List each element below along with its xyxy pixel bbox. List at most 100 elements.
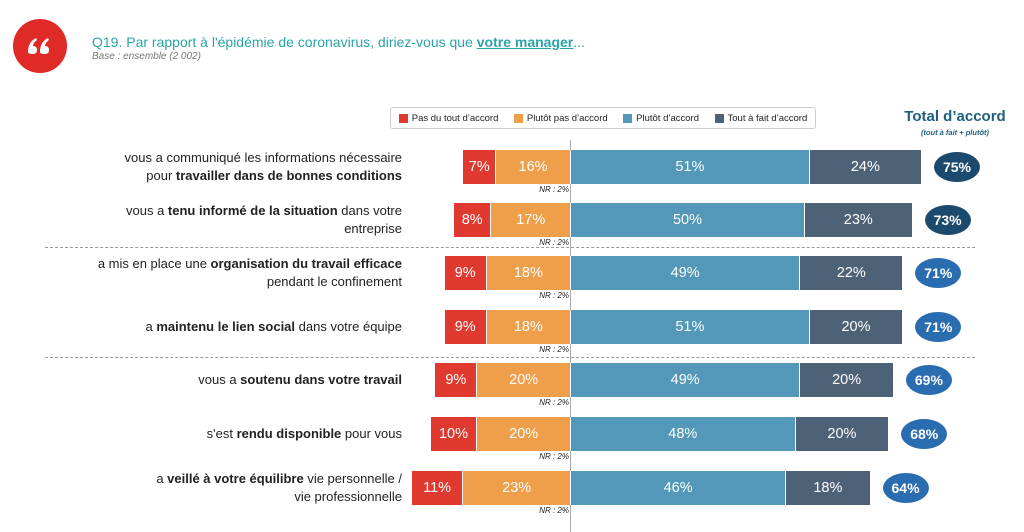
bar-segment: 20% xyxy=(477,417,571,451)
bar-segment: 8% xyxy=(454,203,492,237)
category-label: s'est rendu disponible pour vous xyxy=(207,425,402,443)
total-badge: 68% xyxy=(901,419,948,449)
bar-segment: 49% xyxy=(571,363,801,397)
category-text: vie professionnelle xyxy=(294,489,402,504)
bar-segment: 23% xyxy=(805,203,913,237)
bar-segment: 23% xyxy=(463,471,571,505)
title: Q19. Par rapport à l'épidémie de coronav… xyxy=(92,34,585,50)
nr-label: NR : 2% xyxy=(539,185,569,194)
legend-swatch xyxy=(398,113,408,123)
bar-segment: 16% xyxy=(496,150,571,184)
bar-segment: 49% xyxy=(571,256,801,290)
legend-item: Plutôt pas d’accord xyxy=(513,112,608,124)
bar-segment: 18% xyxy=(486,310,571,344)
category-label: vous a tenu informé de la situation dans… xyxy=(126,202,402,238)
category-line: pendant le confinement xyxy=(98,273,402,291)
legend-label: Plutôt d’accord xyxy=(636,112,699,124)
total-subtitle: (tout à fait + plutôt) xyxy=(920,128,990,137)
category-text: pour xyxy=(146,168,176,183)
total-badge: 75% xyxy=(934,152,980,182)
total-badge: 64% xyxy=(882,473,929,503)
category-text: soutenu dans votre travail xyxy=(240,372,402,387)
bar-segment: 9% xyxy=(444,310,487,344)
category-line: pour travailler dans de bonnes condition… xyxy=(125,167,402,185)
category-text: a xyxy=(156,471,168,486)
category-text: dans votre xyxy=(337,203,402,218)
category-text: pour vous xyxy=(341,426,402,441)
bar-segment: 48% xyxy=(571,417,796,451)
category-text: a mis en place une xyxy=(97,256,211,271)
category-label: a maintenu le lien social dans votre équ… xyxy=(145,318,402,336)
nr-label: NR : 2% xyxy=(539,345,569,354)
subtitle: Base : ensemble (2 002) xyxy=(92,51,201,62)
bar-segment: 46% xyxy=(571,471,787,505)
bar-segment: 51% xyxy=(571,150,810,184)
category-line: a maintenu le lien social dans votre équ… xyxy=(145,318,402,336)
bar-segment: 18% xyxy=(486,256,571,290)
legend-item: Plutôt d’accord xyxy=(623,113,699,124)
nr-label: NR : 2% xyxy=(539,452,569,461)
title-part: Q19. Par rapport à l'épidémie de coronav… xyxy=(92,34,477,50)
category-text: entreprise xyxy=(344,221,402,236)
legend-swatch xyxy=(714,113,724,123)
category-text: vous a xyxy=(126,203,168,218)
category-text: pendant le confinement xyxy=(266,274,402,289)
category-line: a veillé à votre équilibre vie personnel… xyxy=(156,470,402,488)
bar-segment: 17% xyxy=(491,203,571,237)
legend-label: Pas du tout d’accord xyxy=(411,112,499,124)
category-text: vous a xyxy=(198,372,241,387)
legend-swatch xyxy=(623,113,633,123)
title-part: ... xyxy=(573,34,585,50)
bar-segment: 7% xyxy=(463,150,497,184)
category-line: s'est rendu disponible pour vous xyxy=(207,425,402,443)
category-label: vous a communiqué les informations néces… xyxy=(125,149,402,185)
title-part: votre manager xyxy=(476,34,574,50)
category-text: tenu informé de la situation xyxy=(167,203,338,218)
bar-segment: 51% xyxy=(571,310,810,344)
bar-segment: 9% xyxy=(435,363,478,397)
total-badge: 73% xyxy=(924,205,971,235)
legend-swatch xyxy=(513,113,523,123)
separator xyxy=(45,247,975,248)
category-line: a mis en place une organisation du trava… xyxy=(98,255,402,273)
bar-segment: 20% xyxy=(795,417,890,451)
nr-label: NR : 2% xyxy=(539,291,569,300)
legend-item: Tout à fait d’accord xyxy=(714,112,808,124)
category-line: vie professionnelle xyxy=(156,488,402,506)
category-text: s'est xyxy=(206,426,237,441)
category-label: vous a soutenu dans votre travail xyxy=(198,371,402,389)
category-text: travailler dans de bonnes conditions xyxy=(175,168,402,183)
category-text: vous a communiqué les informations néces… xyxy=(124,150,402,165)
legend-item: Pas du tout d’accord xyxy=(398,112,499,124)
total-badge: 71% xyxy=(915,258,962,288)
total-badge: 69% xyxy=(905,365,952,395)
category-text: dans votre équipe xyxy=(295,319,402,334)
category-text: rendu disponible xyxy=(236,426,342,441)
bar-segment: 24% xyxy=(809,150,922,184)
total-title: Total d’accord xyxy=(904,108,1006,125)
legend-label: Plutôt pas d’accord xyxy=(526,112,608,124)
category-text: organisation du travail efficace xyxy=(210,256,402,271)
category-text: vie personnelle / xyxy=(303,471,402,486)
nr-label: NR : 2% xyxy=(539,398,569,407)
bar-segment: 20% xyxy=(800,363,894,397)
bar-segment: 10% xyxy=(430,417,478,451)
bar-segment: 22% xyxy=(800,256,904,290)
category-text: a xyxy=(145,319,157,334)
logo xyxy=(13,19,67,73)
category-text: maintenu le lien social xyxy=(156,319,296,334)
legend-label: Tout à fait d’accord xyxy=(727,112,808,124)
bar-segment: 18% xyxy=(786,471,871,505)
category-line: vous a soutenu dans votre travail xyxy=(198,371,402,389)
bar-segment: 11% xyxy=(411,471,464,505)
nr-label: NR : 2% xyxy=(539,238,569,247)
bar-segment: 20% xyxy=(477,363,571,397)
legend: Pas du tout d’accord Plutôt pas d’accord P… xyxy=(390,107,816,129)
bar-segment: 20% xyxy=(809,310,904,344)
category-line: entreprise xyxy=(126,220,402,238)
category-line: vous a communiqué les informations néces… xyxy=(125,149,402,167)
category-line: vous a tenu informé de la situation dans… xyxy=(126,202,402,220)
category-label: a mis en place une organisation du trava… xyxy=(98,255,402,291)
bar-segment: 50% xyxy=(571,203,805,237)
